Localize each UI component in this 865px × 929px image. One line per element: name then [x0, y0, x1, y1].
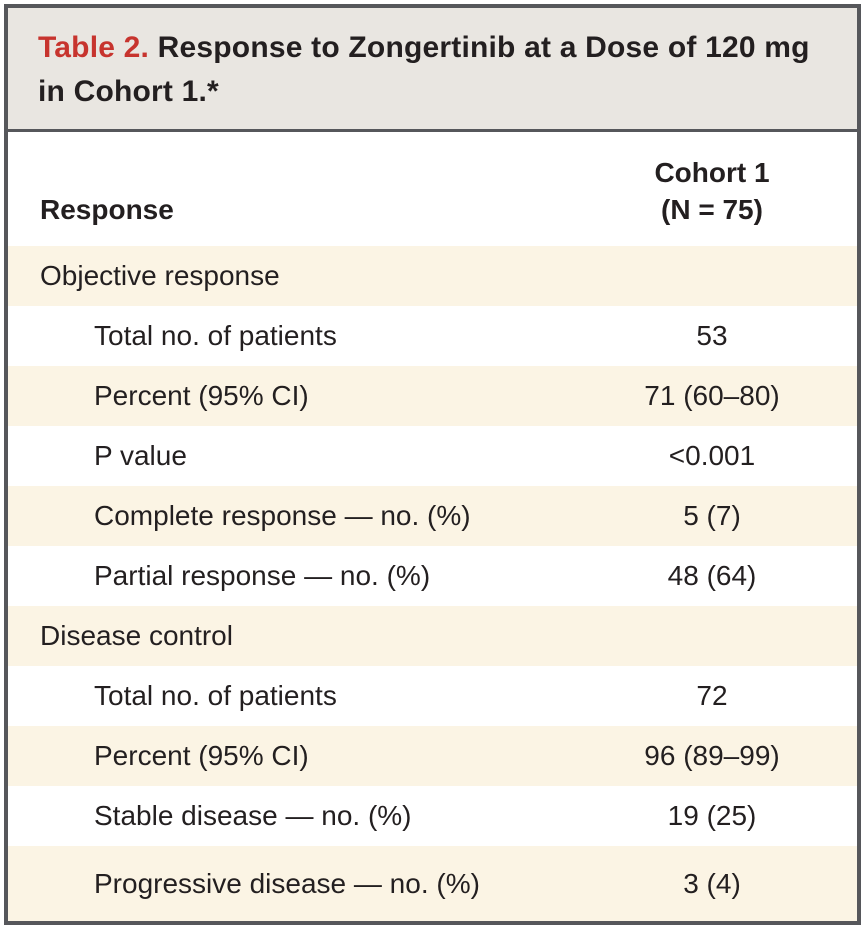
row-value: 5 (7)	[683, 500, 741, 531]
section-row-disease-control: Disease control	[8, 606, 857, 666]
table-row: Total no. of patients 72	[8, 666, 857, 726]
row-value: 71 (60–80)	[644, 380, 780, 411]
row-label: Partial response — no. (%)	[94, 560, 431, 591]
row-label: Stable disease — no. (%)	[94, 800, 412, 831]
table-title: Response to Zongertinib at a Dose of 120…	[38, 31, 810, 108]
table-row: Stable disease — no. (%) 19 (25)	[8, 786, 857, 846]
table-title-bar: Table 2. Response to Zongertinib at a Do…	[8, 8, 857, 132]
section-header-label: Disease control	[40, 620, 233, 651]
table-row: Partial response — no. (%) 48 (64)	[8, 546, 857, 606]
row-value: 72	[696, 680, 728, 711]
row-value: 48 (64)	[667, 560, 757, 591]
table-row: Progressive disease — no. (%) 3 (4)	[8, 846, 857, 921]
row-value: 19 (25)	[667, 800, 757, 831]
row-value: 96 (89–99)	[644, 740, 780, 771]
column-header-response: Response	[40, 193, 174, 225]
row-value: <0.001	[668, 440, 756, 471]
row-label: Total no. of patients	[94, 320, 337, 351]
row-label: Progressive disease — no. (%)	[94, 867, 480, 899]
row-label: Percent (95% CI)	[94, 740, 309, 771]
row-label: Percent (95% CI)	[94, 380, 309, 411]
column-header-row: Response Cohort 1 (N = 75)	[8, 132, 857, 246]
row-label: P value	[94, 440, 187, 471]
cohort-n: (N = 75)	[661, 193, 763, 225]
cohort-name: Cohort 1	[654, 157, 770, 189]
table-row: Percent (95% CI) 96 (89–99)	[8, 726, 857, 786]
table-row: P value <0.001	[8, 426, 857, 486]
section-row-objective-response: Objective response	[8, 246, 857, 306]
table-frame: Table 2. Response to Zongertinib at a Do…	[4, 4, 861, 925]
column-header-cohort: Cohort 1 (N = 75)	[567, 155, 857, 228]
table-row: Percent (95% CI) 71 (60–80)	[8, 366, 857, 426]
table-number-label: Table 2.	[38, 31, 150, 64]
row-value: 3 (4)	[683, 867, 741, 899]
row-label: Complete response — no. (%)	[94, 500, 471, 531]
table-row: Complete response — no. (%) 5 (7)	[8, 486, 857, 546]
row-value: 53	[696, 320, 728, 351]
row-label: Total no. of patients	[94, 680, 337, 711]
table-row: Total no. of patients 53	[8, 306, 857, 366]
section-header-label: Objective response	[40, 260, 280, 291]
